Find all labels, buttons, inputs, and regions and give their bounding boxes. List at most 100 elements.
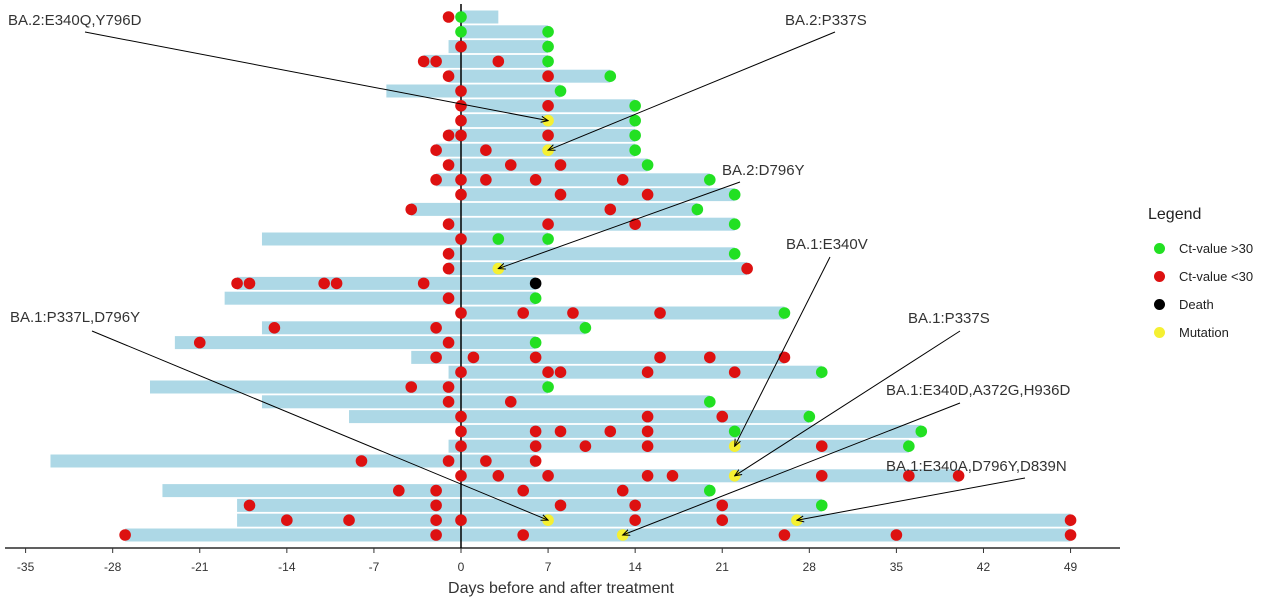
ct-below-30-dot [455,410,467,423]
ct-below-30-dot [442,159,455,171]
patient-bar [349,410,810,424]
patient-bar [411,350,785,364]
ct-below-30-dot [455,40,467,53]
ct-below-30-dot [417,55,430,68]
ct-below-30-dot [554,188,567,201]
patient-bar [50,454,536,468]
ct-below-30-dot [641,410,654,423]
ct-below-30-dot [815,440,828,453]
patient-bar [448,158,648,172]
ct-below-30-dot [480,144,492,156]
ct-above-30-legend-swatch [1154,242,1165,254]
mutation-annotation-label: BA.2:P337S [785,12,867,29]
ct-below-30-dot [616,174,629,186]
ct-above-30-dot [604,70,617,82]
ct-above-30-dot [803,410,816,423]
ct-below-30-dot [430,529,442,541]
patient-bar [461,10,499,24]
annotation-arrow [91,330,548,520]
legend-item: Ct-value >30 [1148,234,1253,262]
ct-below-30-dot [442,396,455,408]
ct-below-30-dot [654,307,666,319]
ct-below-30-dot [442,455,455,467]
ct-below-30-dot [430,144,442,156]
patient-bar [386,84,561,98]
legend: Legend Ct-value >30 Ct-value <30 Death Muta… [1148,206,1253,346]
patient-bar [261,232,549,246]
legend-label: Death [1179,296,1214,312]
ct-below-30-dot [529,440,542,453]
ct-below-30-dot [405,381,418,393]
ct-below-30-dot [442,292,455,305]
ct-below-30-dot [442,11,455,23]
ct-above-30-dot [629,100,641,112]
patient-bar [261,321,586,335]
x-axis-ticks: -35 -28 -21 -14 -7 0 7 14 21 28 35 42 49 [17,548,1078,574]
ct-below-30-dot [641,440,654,453]
ct-above-30-dot [542,55,554,68]
patient-bar [461,469,959,483]
ct-below-30-dot [641,188,654,201]
ct-below-30-dot [442,262,455,275]
ct-below-30-dot [542,129,554,142]
patient-bar [411,202,698,216]
patient-bars [50,10,1071,542]
mutation-legend-swatch [1154,326,1165,338]
ct-below-30-dot [542,100,554,112]
mutation-annotation-label: BA.1:E340A,D796Y,D839N [886,458,1067,475]
mutation-annotation-label: BA.1:E340V [786,236,868,253]
ct-below-30-dot [231,277,243,290]
ct-above-30-dot [542,233,554,245]
ct-above-30-dot [915,425,928,438]
ct-below-30-legend-swatch [1154,270,1165,282]
ct-above-30-dot [704,174,716,186]
x-tick-label: 49 [1064,560,1078,574]
ct-below-30-dot [330,277,343,290]
x-tick-label: -21 [191,560,209,574]
ct-above-30-dot [728,248,741,260]
death-dot [529,277,542,290]
x-tick-label: -14 [278,560,296,574]
mutation-annotation-label: BA.1:P337L,D796Y [10,309,140,326]
ct-below-30-dot [554,425,567,438]
ct-below-30-dot [455,100,467,112]
ct-below-30-dot [641,366,654,379]
ct-below-30-dot [455,129,467,142]
ct-below-30-dot [455,85,467,97]
ct-below-30-dot [480,174,492,186]
ct-below-30-dot [716,410,729,423]
patient-bar [448,439,909,453]
mutation-annotations: BA.2:E340Q,Y796D BA.2:P337S BA.2:D796Y BA.1… [8,12,1070,535]
ct-below-30-dot [318,277,330,290]
ct-below-30-dot [542,218,554,230]
ct-below-30-dot [430,499,442,512]
ct-below-30-dot [492,55,505,68]
ct-above-30-dot [455,26,467,38]
patient-bar [448,247,735,261]
legend-label: Ct-value >30 [1179,240,1254,256]
mutation-dot [492,262,505,275]
ct-below-30-dot [455,440,467,453]
x-tick-label: 21 [716,560,730,574]
legend-label: Mutation [1179,324,1229,340]
annotation-arrow [498,181,741,269]
ct-below-30-dot [119,529,131,541]
x-tick-label: -28 [104,560,122,574]
ct-below-30-dot [529,425,542,438]
x-tick-label: 7 [545,560,552,574]
ct-below-30-dot [492,470,505,482]
ct-below-30-dot [442,70,455,82]
x-tick-label: 0 [458,560,465,574]
ct-below-30-dot [704,351,716,364]
annotation-arrow [735,256,831,446]
ct-below-30-dot [243,277,256,290]
ct-above-30-dot [579,322,592,334]
ct-below-30-dot [504,159,517,171]
ct-below-30-dot [604,203,617,216]
annotation-arrow [623,402,961,535]
ct-below-30-dot [542,470,554,482]
ct-above-30-dot [542,40,554,53]
patient-bar [448,365,822,379]
ct-above-30-dot [704,396,716,408]
